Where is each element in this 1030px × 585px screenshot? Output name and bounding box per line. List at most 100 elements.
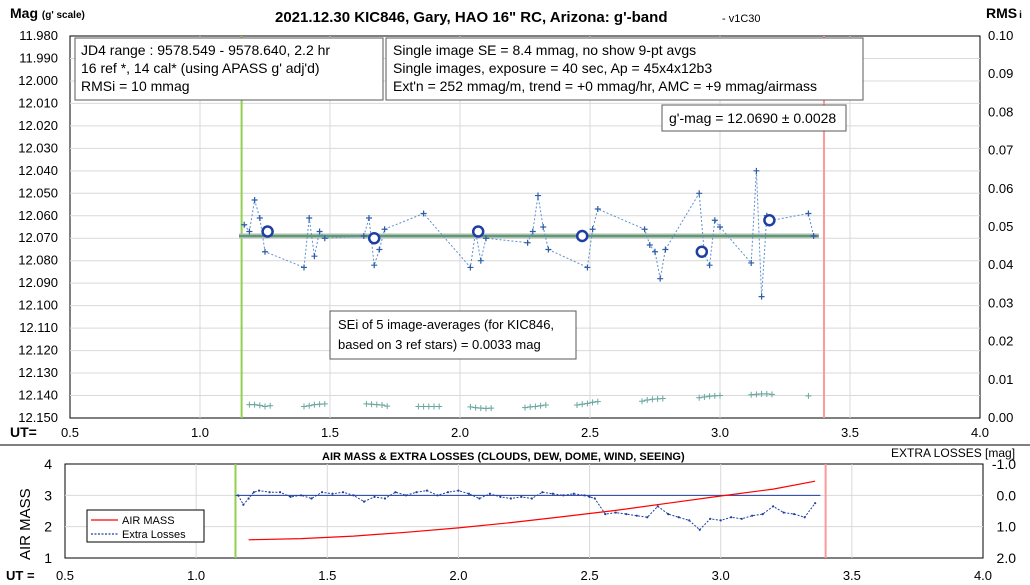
single-image-point <box>241 221 248 228</box>
rms-point <box>436 403 443 410</box>
rms-point <box>306 402 313 409</box>
y2-tick-label: 0.07 <box>988 143 1013 158</box>
extra-losses-point <box>394 491 397 494</box>
extra-losses-point <box>751 514 754 517</box>
y2-axis-label: RMS i <box>986 5 1022 21</box>
bottom-chart: AIR MASS & EXTRA LOSSES (CLOUDS, DEW, DO… <box>0 444 1030 583</box>
extra-losses-point <box>793 513 796 516</box>
bottom-x-tick-label: 1.5 <box>318 568 336 583</box>
rms-point <box>584 400 591 407</box>
rms-point <box>654 395 661 402</box>
extra-losses-point <box>362 500 366 503</box>
extra-losses-point <box>562 494 565 497</box>
bottom-y-tick-label: 1 <box>44 550 52 566</box>
single-image-point <box>376 246 383 253</box>
top-chart: 2021.12.30 KIC846, Gary, HAO 16" RC, Ari… <box>10 5 1022 440</box>
extra-losses-point <box>709 517 712 520</box>
y-tick-label: 12.000 <box>18 73 58 88</box>
y2-axis-label-main: RMS <box>986 5 1017 21</box>
rms-point <box>589 399 596 406</box>
single-image-point <box>316 228 323 235</box>
jd-box-line: RMSi = 10 mmag <box>81 78 190 94</box>
single-image-point <box>584 264 591 271</box>
y2-tick-label: 0.02 <box>988 334 1013 349</box>
single-image-point <box>706 262 713 269</box>
sei-box-line: based on 3 ref stars) = 0.0033 mag <box>338 337 541 352</box>
y-axis-label: Mag (g' scale) <box>10 5 85 21</box>
y-tick-label: 12.140 <box>18 388 58 403</box>
single-image-point <box>594 206 601 213</box>
extra-losses-point <box>677 516 680 519</box>
single-image-point <box>545 246 552 253</box>
rms-point <box>753 391 760 398</box>
gmag-box-text: g'-mag = 12.0690 ± 0.0028 <box>669 110 836 126</box>
x-tick-label: 4.0 <box>971 425 989 440</box>
rms-point <box>363 400 370 407</box>
single-image-point <box>810 232 817 239</box>
extra-losses-point <box>415 491 418 494</box>
rms-point <box>384 403 391 410</box>
bottom-plot-area: 4 3 2 1 -1.0 0.0 1.0 2.0 0.5 1.0 1.5 2.0 2.5 3.0 3.5 4.… <box>44 456 1016 583</box>
average-point <box>763 214 776 227</box>
extra-losses-point <box>237 494 240 497</box>
single-image-point <box>311 253 318 260</box>
bottom-y2-tick-label: 0.0 <box>997 487 1017 503</box>
bottom-plot-frame <box>64 463 984 559</box>
bottom-x-tick-label: 2.0 <box>449 568 467 583</box>
extra-losses-point <box>803 516 806 519</box>
x-tick-label: 3.5 <box>841 425 859 440</box>
jd-box <box>74 37 384 101</box>
single-image-point <box>366 215 372 222</box>
bottom-y-tick-label: 3 <box>44 487 52 503</box>
extra-losses-point <box>530 497 533 500</box>
extra-losses-point <box>257 489 261 492</box>
single-image-point <box>371 262 378 269</box>
rms-point <box>321 400 328 407</box>
extra-losses-point <box>572 492 575 495</box>
single-image-point <box>717 224 723 230</box>
extra-losses-point <box>583 494 586 497</box>
rms-point <box>301 403 307 410</box>
y2-tick-label: 0.10 <box>988 28 1013 43</box>
single-image-point <box>535 192 541 199</box>
extra-losses-point <box>541 491 544 494</box>
sei-box-line: SEi of 5 image-averages (for KIC846, <box>338 317 554 332</box>
single-image-point <box>805 210 812 217</box>
extra-losses-point <box>320 491 324 494</box>
y-tick-label: 11.980 <box>19 28 58 43</box>
single-image-point <box>758 293 765 300</box>
single-image-point <box>467 264 474 271</box>
rms-point <box>472 404 479 411</box>
extra-losses-point <box>499 495 502 498</box>
single-image-point <box>641 226 648 233</box>
rms-point <box>379 402 385 409</box>
gmag-box <box>661 104 847 132</box>
rms-point <box>477 405 484 412</box>
extra-losses-point <box>730 516 733 519</box>
single-image-point <box>301 264 307 271</box>
extra-losses-point <box>467 492 471 495</box>
bottom-x-axis-label: UT = <box>6 568 35 583</box>
x-tick-label: 3.0 <box>711 425 729 440</box>
extra-losses-point <box>688 519 691 522</box>
chart-title-suffix: - v1C30 <box>722 13 761 25</box>
legend-label: AIR MASS <box>122 515 175 527</box>
average-point <box>261 225 274 238</box>
single-image-point <box>711 217 718 224</box>
extra-losses-point <box>588 495 591 498</box>
rms-point <box>522 404 528 411</box>
average-point <box>575 229 589 243</box>
rms-point <box>246 401 253 408</box>
rms-point <box>706 393 713 400</box>
bottom-y-axis-label: AIR MASS <box>17 488 34 560</box>
single-image-point <box>251 197 258 204</box>
rms-point <box>368 401 375 408</box>
extra-losses-point <box>520 495 523 498</box>
single-image-point <box>306 215 313 222</box>
rms-point <box>763 390 770 397</box>
single-image-point <box>540 224 547 230</box>
extra-losses-point <box>289 495 292 498</box>
bottom-x-tick-label: 4.0 <box>974 568 992 583</box>
bottom-x-tick-label: 2.5 <box>581 568 599 583</box>
